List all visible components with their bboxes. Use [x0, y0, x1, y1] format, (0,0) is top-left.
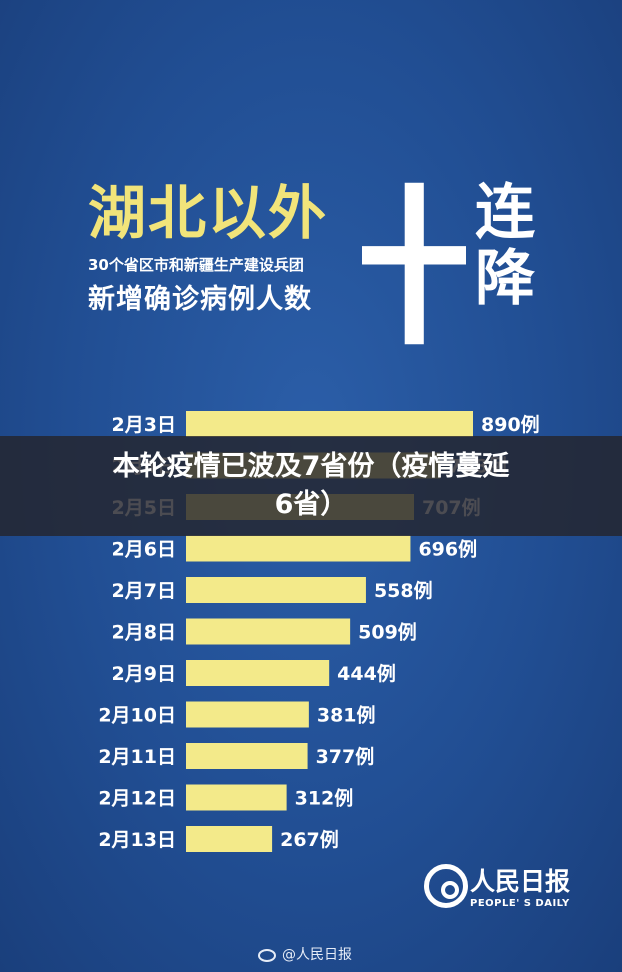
watermark-text: @人民日报	[282, 947, 352, 963]
weibo-watermark: @人民日报	[258, 944, 352, 966]
side-char-jiang: 降	[475, 244, 535, 314]
category-label: 2月6日	[112, 539, 176, 561]
bar	[186, 411, 473, 437]
value-label: 444例	[337, 662, 396, 685]
category-label: 2月9日	[112, 663, 176, 685]
value-label: 890例	[481, 413, 540, 436]
category-label: 2月12日	[98, 788, 176, 810]
caption-overlay: 本轮疫情已波及7省份（疫情蔓延 6省）	[0, 436, 622, 536]
side-char-lian: 连	[475, 178, 535, 248]
bar	[186, 535, 411, 562]
caption-line-2: 6省）	[274, 489, 348, 520]
weibo-icon	[258, 948, 276, 962]
title-block: 湖北以外 30个省区市和新疆生产建设兵团 新增确诊病例人数	[88, 178, 358, 320]
category-label: 2月11日	[98, 746, 176, 768]
page-title: 湖北以外	[88, 179, 329, 247]
value-label: 312例	[295, 787, 354, 810]
category-label: 2月3日	[112, 414, 176, 436]
subtitle-regions: 30个省区市和新疆生产建设兵团	[88, 256, 304, 274]
peoples-daily-logo: 人民日报 PEOPLE' S DAILY	[424, 862, 574, 918]
value-label: 558例	[374, 579, 433, 602]
bar	[186, 618, 351, 645]
value-label: 509例	[358, 621, 417, 644]
category-label: 2月8日	[112, 622, 176, 644]
bar	[186, 701, 309, 728]
bar	[186, 826, 273, 852]
value-label: 381例	[317, 704, 376, 727]
value-label: 377例	[316, 745, 375, 768]
big-char: 十	[362, 178, 466, 348]
caption-line-1: 本轮疫情已波及7省份（疫情蔓延	[112, 451, 510, 482]
bar	[186, 660, 330, 686]
category-label: 2月10日	[98, 705, 176, 727]
bar	[186, 577, 366, 603]
at-sign-icon	[424, 864, 468, 908]
side-characters: 连 降	[470, 180, 540, 312]
category-label: 2月7日	[112, 580, 176, 602]
subtitle-new-cases: 新增确诊病例人数	[88, 284, 312, 315]
bar	[186, 784, 287, 811]
big-ten-glyph: 十	[362, 178, 466, 348]
logo-chinese-text: 人民日报	[470, 867, 571, 896]
category-label: 2月13日	[98, 829, 176, 851]
value-label: 696例	[418, 538, 477, 561]
value-label: 267例	[280, 828, 339, 851]
logo-english-text: PEOPLE' S DAILY	[470, 898, 570, 909]
bar	[186, 743, 308, 769]
